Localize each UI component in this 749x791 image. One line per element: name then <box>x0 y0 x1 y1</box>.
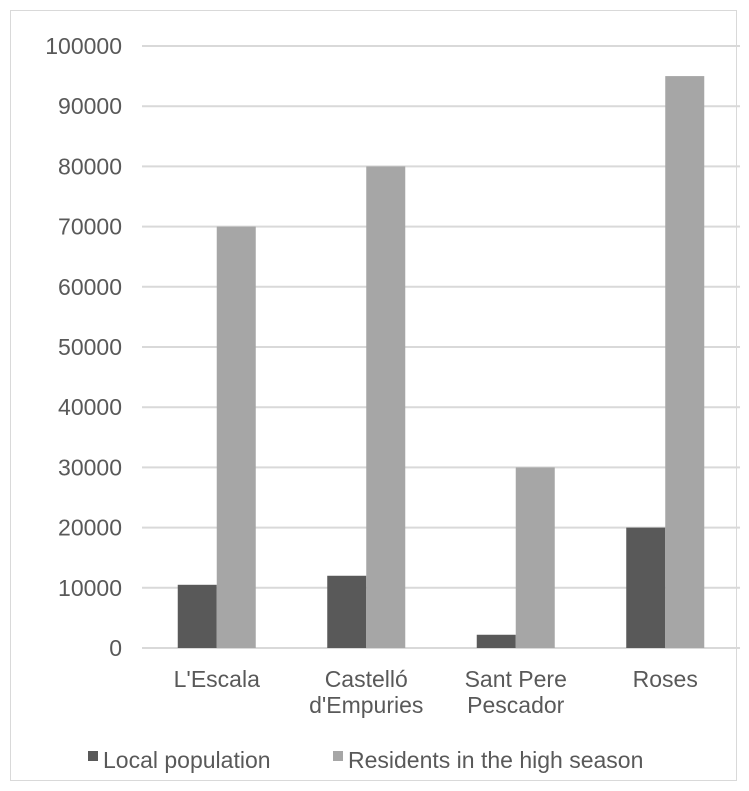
bar-local-population <box>327 575 367 648</box>
legend: Local population Residents in the high se… <box>88 747 643 773</box>
bar-local-population <box>626 527 666 648</box>
x-tick-label: Sant Pere <box>465 666 567 692</box>
y-tick-label: 60000 <box>58 274 122 300</box>
x-tick-label: Castelló <box>325 666 408 692</box>
y-tick-label: 50000 <box>58 334 122 360</box>
legend-label: Residents in the high season <box>348 747 643 773</box>
y-tick-label: 80000 <box>58 153 122 179</box>
y-tick-label: 40000 <box>58 394 122 420</box>
bar-residents-high-season <box>665 76 705 649</box>
bar-residents-high-season <box>515 467 555 648</box>
y-tick-label: 70000 <box>58 214 122 240</box>
y-tick-label: 20000 <box>58 515 122 541</box>
y-axis-tick-labels: 0 10000 20000 30000 40000 50000 60000 70000 8000… <box>45 33 122 661</box>
bar-residents-high-season <box>216 226 256 648</box>
x-tick-label: Pescador <box>467 692 565 718</box>
legend-swatch <box>88 751 98 761</box>
x-tick-label: d'Empuries <box>309 692 423 718</box>
y-tick-label: 90000 <box>58 93 122 119</box>
y-tick-label: 100000 <box>45 33 122 59</box>
bar-local-population <box>177 584 217 648</box>
y-tick-label: 0 <box>109 635 122 661</box>
y-tick-label: 10000 <box>58 575 122 601</box>
bar-local-population <box>476 634 516 648</box>
x-tick-label: L'Escala <box>174 666 260 692</box>
bar-residents-high-season <box>366 166 406 648</box>
x-tick-label: Roses <box>633 666 698 692</box>
y-tick-label: 30000 <box>58 454 122 480</box>
legend-swatch <box>333 751 343 761</box>
bars <box>177 76 705 649</box>
legend-label: Local population <box>103 747 271 773</box>
